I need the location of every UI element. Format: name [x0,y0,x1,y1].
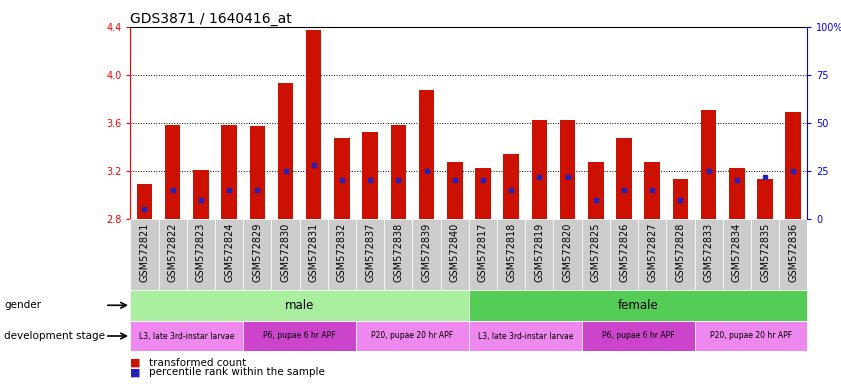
Text: percentile rank within the sample: percentile rank within the sample [149,367,325,377]
Bar [582,219,610,290]
Bar [137,184,152,219]
Text: gender: gender [4,300,41,310]
Bar [419,91,434,219]
Text: GSM572826: GSM572826 [619,222,629,282]
Text: GSM572818: GSM572818 [506,222,516,282]
Text: P6, pupae 6 hr APF: P6, pupae 6 hr APF [602,331,674,341]
Text: GSM572830: GSM572830 [281,222,290,282]
Bar [695,321,807,351]
Text: GSM572838: GSM572838 [394,222,404,282]
Text: L3, late 3rd-instar larvae: L3, late 3rd-instar larvae [478,331,573,341]
Text: P20, pupae 20 hr APF: P20, pupae 20 hr APF [710,331,792,341]
Bar [159,219,187,290]
Bar [695,219,722,290]
Text: GSM572822: GSM572822 [167,222,177,282]
Text: GSM572827: GSM572827 [648,222,657,282]
Bar [299,219,328,290]
Bar [468,290,807,321]
Bar [497,219,526,290]
Text: GSM572832: GSM572832 [337,222,347,282]
Bar [532,121,547,219]
Bar [582,321,695,351]
Text: P20, pupae 20 hr APF: P20, pupae 20 hr APF [372,331,453,341]
Bar [560,121,575,219]
Text: ■: ■ [130,367,140,377]
Bar [785,112,801,219]
Bar [616,139,632,219]
Bar [610,219,638,290]
Bar [221,125,237,219]
Text: GSM572834: GSM572834 [732,222,742,282]
Bar [701,110,717,219]
Bar [250,126,265,219]
Text: GSM572831: GSM572831 [309,222,319,282]
Bar [215,219,243,290]
Text: GSM572835: GSM572835 [760,222,770,282]
Bar [187,219,215,290]
Bar [441,219,469,290]
Bar [278,83,294,219]
Text: P6, pupae 6 hr APF: P6, pupae 6 hr APF [263,331,336,341]
Bar [779,219,807,290]
Bar [272,219,299,290]
Bar [468,219,497,290]
Bar [475,169,490,219]
Bar [362,132,378,219]
Bar [130,321,243,351]
Text: male: male [285,299,315,312]
Bar [356,321,468,351]
Text: GSM572824: GSM572824 [224,222,234,282]
Bar [588,162,604,219]
Text: GSM572825: GSM572825 [590,222,600,282]
Text: GSM572828: GSM572828 [675,222,685,282]
Bar [757,179,773,219]
Text: development stage: development stage [4,331,105,341]
Bar [722,219,751,290]
Text: GSM572833: GSM572833 [704,222,714,282]
Text: GSM572821: GSM572821 [140,222,150,282]
Text: GSM572817: GSM572817 [478,222,488,282]
Bar [130,219,159,290]
Text: L3, late 3rd-instar larvae: L3, late 3rd-instar larvae [139,331,235,341]
Bar [328,219,356,290]
Text: GDS3871 / 1640416_at: GDS3871 / 1640416_at [130,12,292,26]
Text: GSM572823: GSM572823 [196,222,206,282]
Bar [356,219,384,290]
Bar [729,169,744,219]
Text: GSM572820: GSM572820 [563,222,573,282]
Bar [447,162,463,219]
Bar [384,219,412,290]
Text: female: female [618,299,659,312]
Bar [666,219,695,290]
Bar [334,139,350,219]
Bar [553,219,582,290]
Bar [193,170,209,219]
Bar [673,179,688,219]
Text: GSM572840: GSM572840 [450,222,460,282]
Text: GSM572836: GSM572836 [788,222,798,282]
Bar [243,321,356,351]
Text: transformed count: transformed count [149,358,246,368]
Bar [504,154,519,219]
Text: GSM572829: GSM572829 [252,222,262,282]
Bar [243,219,272,290]
Bar [638,219,666,290]
Bar [526,219,553,290]
Bar [130,290,468,321]
Bar [644,162,660,219]
Bar [412,219,441,290]
Bar [306,30,321,219]
Text: GSM572837: GSM572837 [365,222,375,282]
Bar [751,219,779,290]
Text: ■: ■ [130,358,140,368]
Bar [390,125,406,219]
Text: GSM572819: GSM572819 [534,222,544,282]
Text: GSM572839: GSM572839 [421,222,431,282]
Bar [165,125,181,219]
Bar [468,321,582,351]
